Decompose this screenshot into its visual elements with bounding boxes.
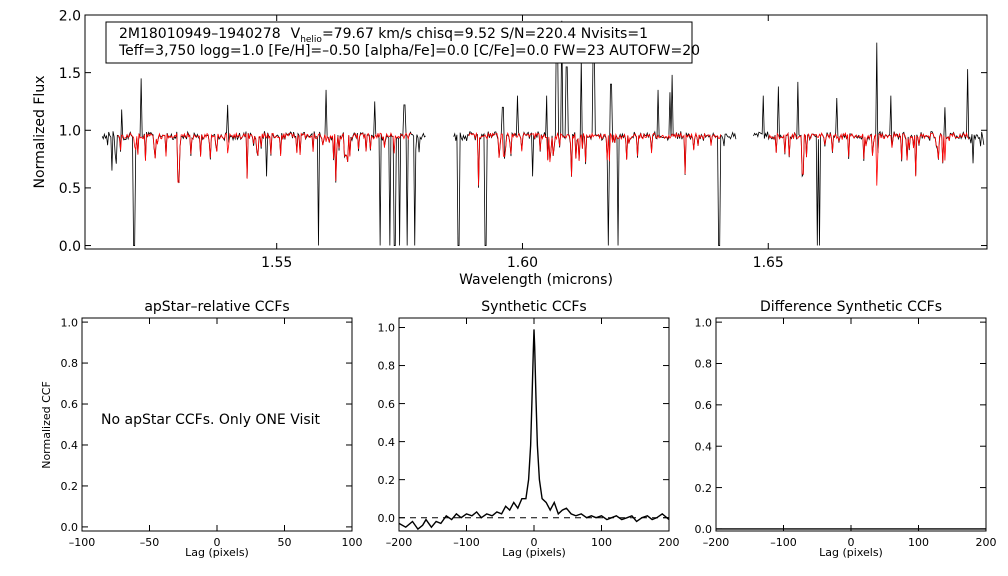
apstar-ccf-x-label: Lag (pixels) xyxy=(185,546,249,559)
synthetic-ccf-title: Synthetic CCFs xyxy=(481,299,586,315)
y-tick-label: 0.6 xyxy=(61,398,79,411)
spectrum-x-label: Wavelength (microns) xyxy=(459,272,613,288)
v-helio-symbol: V xyxy=(291,26,301,42)
y-tick-label: 1.5 xyxy=(59,66,81,82)
x-tick-label: 0 xyxy=(531,536,538,549)
x-tick-label: 0 xyxy=(214,536,221,549)
y-tick-label: 0.8 xyxy=(61,357,79,370)
model-spectrum-line xyxy=(768,131,970,186)
x-tick-label: 100 xyxy=(908,536,929,549)
no-ccf-annotation: No apStar CCFs. Only ONE Visit xyxy=(101,412,321,428)
synthetic-ccf-series xyxy=(398,329,670,531)
info-line-1: 2M18010949–1940278 Vhelio=79.67 km/s chis… xyxy=(119,26,648,45)
observed-spectrum-line xyxy=(101,78,426,246)
apstar-ccf-axes: –100 –50 0 50 100 0.0 0.2 0.4 0.6 0.8 1.0 xyxy=(61,316,363,549)
spectrum-plot-frame xyxy=(84,14,988,250)
info-stats: =79.67 km/s chisq=9.52 S/N=220.4 Nvisits… xyxy=(322,26,648,42)
y-tick-label: 0.0 xyxy=(61,521,79,534)
difference-ccf-panel: Difference Synthetic CCFs –200 –100 0 100 20… xyxy=(695,299,997,559)
y-tick-label: 0.2 xyxy=(61,480,79,493)
y-tick-label: 0.0 xyxy=(59,239,81,255)
x-tick-label: 200 xyxy=(976,536,997,549)
apstar-ccf-title: apStar–relative CCFs xyxy=(144,299,289,315)
spectrum-series xyxy=(101,20,985,246)
x-tick-label: 200 xyxy=(659,536,680,549)
x-tick-label: 1.65 xyxy=(753,255,784,271)
x-tick-label: 100 xyxy=(591,536,612,549)
y-tick-label: 0.0 xyxy=(695,523,713,536)
x-tick-label: –50 xyxy=(140,536,160,549)
x-tick-label: 50 xyxy=(278,536,292,549)
model-spectrum-line xyxy=(468,131,722,186)
y-tick-label: 0.5 xyxy=(59,181,81,197)
y-tick-label: 0.0 xyxy=(378,512,396,525)
difference-ccf-title: Difference Synthetic CCFs xyxy=(760,299,942,315)
x-tick-label: 100 xyxy=(342,536,363,549)
spectrum-axes: 1.55 1.60 1.65 0.0 0.5 1.0 1.5 2.0 xyxy=(59,8,987,271)
x-tick-label: 1.60 xyxy=(507,255,538,271)
spectrum-panel: 1.55 1.60 1.65 0.0 0.5 1.0 1.5 2.0 2M18010949–1… xyxy=(32,8,988,288)
info-line-2: Teff=3,750 logg=1.0 [Fe/H]=–0.50 [alpha/… xyxy=(118,43,700,59)
x-tick-label: –100 xyxy=(453,536,480,549)
observed-spectrum-line xyxy=(753,42,985,246)
star-id: 2M18010949–1940278 xyxy=(119,26,281,42)
y-tick-label: 1.0 xyxy=(59,124,81,140)
x-tick-label: –100 xyxy=(770,536,797,549)
synthetic-ccf-line xyxy=(398,329,670,531)
v-helio-subscript: helio xyxy=(300,35,322,45)
y-tick-label: 0.8 xyxy=(695,358,713,371)
x-tick-label: 1.55 xyxy=(261,255,292,271)
synthetic-ccf-axes: –200 –100 0 100 200 0.0 0.2 0.4 0.6 0.8 1.0 xyxy=(378,318,680,549)
y-tick-label: 2.0 xyxy=(59,8,81,24)
synthetic-ccf-panel: Synthetic CCFs –200 –100 0 100 200 0.0 0.2 0.4 0… xyxy=(378,299,680,559)
x-tick-label: –100 xyxy=(69,536,96,549)
synthetic-ccf-x-label: Lag (pixels) xyxy=(502,546,566,559)
x-tick-label: –200 xyxy=(386,536,413,549)
apstar-ccf-panel: apStar–relative CCFs –100 –50 0 50 100 0.0 0.2… xyxy=(40,299,363,559)
difference-ccf-frame xyxy=(715,317,987,532)
model-spectrum-line xyxy=(117,131,412,183)
y-tick-label: 1.0 xyxy=(378,322,396,335)
x-tick-label: 0 xyxy=(848,536,855,549)
y-tick-label: 1.0 xyxy=(695,316,713,329)
y-tick-label: 0.2 xyxy=(695,482,713,495)
y-tick-label: 0.8 xyxy=(378,360,396,373)
y-tick-label: 0.4 xyxy=(378,436,396,449)
ccf-y-label: Normalized CCF xyxy=(40,381,53,469)
spectrum-y-label: Normalized Flux xyxy=(32,76,48,189)
difference-ccf-axes: –200 –100 0 100 200 0.0 0.2 0.4 0.6 0.8 1.0 xyxy=(695,316,997,549)
x-tick-label: –200 xyxy=(703,536,730,549)
y-tick-label: 0.6 xyxy=(378,398,396,411)
y-tick-label: 0.4 xyxy=(61,439,79,452)
y-tick-label: 0.4 xyxy=(695,440,713,453)
y-tick-label: 0.6 xyxy=(695,399,713,412)
y-tick-label: 0.2 xyxy=(378,474,396,487)
info-box xyxy=(105,21,693,64)
difference-ccf-x-label: Lag (pixels) xyxy=(819,546,883,559)
y-tick-label: 1.0 xyxy=(61,316,79,329)
